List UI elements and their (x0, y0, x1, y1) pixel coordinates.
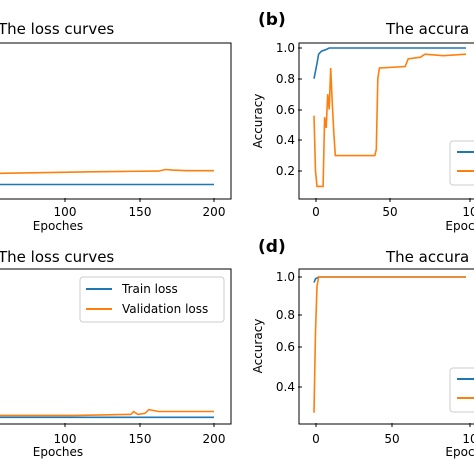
panel-b-accuracy-chart: (b) The accura 0 50 10 0.2 0.4 0.6 0.8 1.0 Epoc… (251, 10, 474, 233)
panel-d-y-tick-label: 1.0 (276, 270, 295, 284)
panel-b-y-tick-label: 1.0 (276, 41, 295, 55)
panel-d-accuracy-chart: (d) The accura 0 50 10 0.4 0.6 0.8 1.0 Epoc Ac… (251, 237, 474, 459)
panel-d-legend-box (449, 367, 474, 413)
panel-c-x-tick-label: 200 (203, 432, 226, 446)
panel-a-plot-area (0, 42, 232, 200)
panel-d-validation-series-line (313, 276, 466, 413)
panel-b-x-axis-label: Epoc (445, 219, 474, 233)
panel-d-x-tick-label: 0 (312, 432, 320, 446)
panel-a-x-tick-label: 150 (129, 205, 152, 219)
panel-d-letter: (d) (258, 237, 286, 257)
panel-c-x-tick-label: 150 (129, 432, 152, 446)
panel-b-x-tick-label: 10 (462, 205, 474, 219)
panel-d-y-tick-label: 0.4 (276, 380, 295, 394)
panel-b-y-tick-label: 0.2 (276, 164, 295, 178)
panel-c-validation-series-line (0, 408, 214, 417)
panel-b-y-tick-label: 0.6 (276, 103, 295, 117)
panel-d-x-tick-label: 50 (384, 432, 399, 446)
panel-b-train-series-line (313, 47, 466, 79)
panel-d-x-axis-label: Epoc (445, 445, 474, 459)
panel-b-y-tick-label: 0.4 (276, 133, 295, 147)
panel-a-validation-series-line (0, 168, 214, 175)
panel-a-title: The loss curves (0, 20, 114, 38)
panel-d-legend (449, 367, 474, 413)
panel-a-x-tick-label: 200 (203, 205, 226, 219)
panel-d-train-series-line (313, 276, 466, 283)
panel-a-x-axis-label: Epoches (33, 219, 83, 233)
panel-c-legend-train-label: Train loss (121, 282, 178, 296)
panel-b-legend-box (449, 140, 474, 186)
panel-c-legend: Train loss Validation loss (79, 276, 225, 323)
panel-a-loss-chart: The loss curves 100 150 200 Epoches (0, 20, 232, 233)
panel-b-plot-area (298, 42, 474, 200)
panel-b-validation-series-line (313, 53, 467, 188)
panel-d-y-axis-label: Accuracy (251, 319, 265, 374)
panel-b-x-tick-label: 50 (382, 205, 397, 219)
panel-d-y-tick-label: 0.8 (276, 308, 295, 322)
panel-c-x-tick-label: 100 (54, 432, 77, 446)
panel-d-plot-area (298, 268, 474, 425)
panel-b-title: The accura (385, 20, 469, 38)
panel-c-plot-area (0, 268, 232, 425)
panel-a-x-tick-label: 100 (54, 205, 77, 219)
panel-b-x-tick-label: 0 (312, 205, 320, 219)
panel-b-y-axis-label: Accuracy (251, 94, 265, 149)
panel-b-legend (449, 140, 474, 186)
panel-c-x-axis-label: Epoches (33, 445, 83, 459)
panel-d-title: The accura (385, 248, 469, 266)
panel-b-letter: (b) (258, 10, 286, 30)
panel-c-loss-chart: The loss curves 100 150 200 Epoches Train … (0, 248, 232, 459)
panel-c-legend-validation-label: Validation loss (122, 302, 208, 316)
panel-b-y-tick-label: 0.8 (276, 72, 295, 86)
panel-d-y-tick-label: 0.6 (276, 340, 295, 354)
panel-d-x-tick-label: 10 (462, 432, 474, 446)
panel-c-title: The loss curves (0, 248, 114, 266)
panel-c-legend-box (79, 276, 225, 323)
